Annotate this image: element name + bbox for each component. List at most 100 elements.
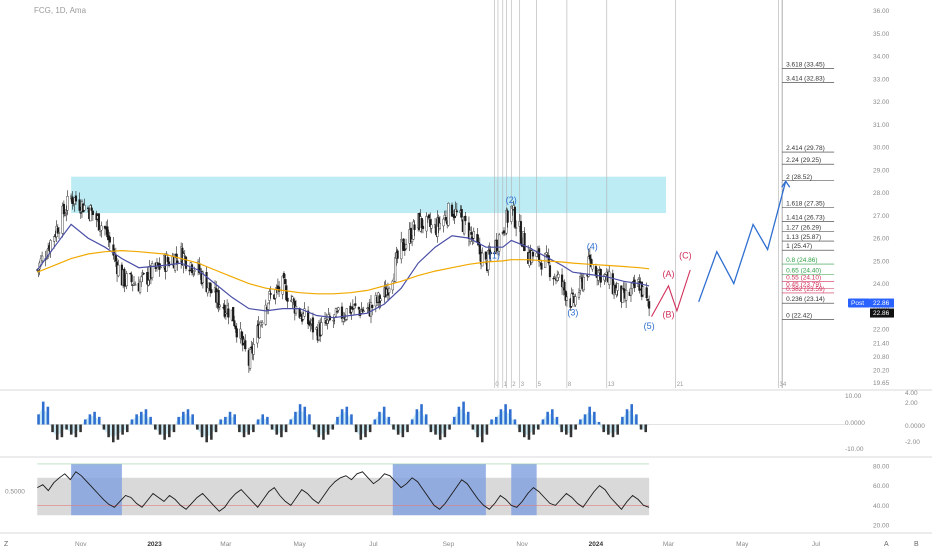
oscillator-bar xyxy=(102,424,106,430)
candle-body xyxy=(514,227,518,229)
candle-body xyxy=(125,273,128,287)
candle-body xyxy=(646,299,650,301)
price-axis: 36.00 35.00 34.00 33.00 32.00 31.00 30.00 29.00… xyxy=(873,8,890,387)
candle-body xyxy=(450,204,454,217)
oscillator-bar xyxy=(527,424,531,440)
oscillator-bar xyxy=(597,421,601,425)
candle-body xyxy=(556,275,559,281)
candle-body xyxy=(396,250,399,259)
axis-auto-button[interactable]: A xyxy=(884,541,889,548)
candle-body xyxy=(264,304,267,325)
candle-body xyxy=(394,257,397,282)
fib-level-label: 0.65 (24.40) xyxy=(786,268,821,275)
time-tick-label: Nov xyxy=(516,541,528,548)
oscillator-bar xyxy=(219,419,222,425)
oscillator-bar xyxy=(345,406,349,425)
oscillator-bar xyxy=(635,414,638,425)
oscillator-bar xyxy=(163,424,166,440)
candle-body xyxy=(206,287,209,294)
oscillator-bar xyxy=(443,424,447,438)
candle-body xyxy=(91,210,94,216)
candle-body xyxy=(498,234,501,252)
candle-body xyxy=(487,250,490,271)
axis-log-button[interactable]: B xyxy=(914,541,919,548)
candle-body xyxy=(79,212,82,214)
candle-body xyxy=(574,296,577,306)
candle-body xyxy=(66,195,69,211)
candle-body xyxy=(134,284,137,286)
time-marker-label: 8 xyxy=(568,382,572,388)
oscillator-bar xyxy=(46,406,50,425)
oscillator-bar xyxy=(621,416,624,425)
projection-arrow-head xyxy=(781,180,791,188)
oscillator-bar xyxy=(294,411,297,425)
candle-body xyxy=(49,240,52,252)
oscillator-bar xyxy=(322,424,325,440)
candle-body xyxy=(444,216,448,221)
candle-body xyxy=(233,320,236,327)
candle-body xyxy=(345,308,348,320)
time-tick-label: 2024 xyxy=(589,541,604,548)
rsi-highlight xyxy=(392,463,486,516)
oscillator-bar xyxy=(424,414,428,425)
oscillator-bar xyxy=(228,411,232,425)
candle-body xyxy=(580,277,583,279)
candle-body xyxy=(65,212,68,214)
oscillator-bar xyxy=(616,424,619,435)
last-price-label: 22.86 xyxy=(873,310,890,317)
oscillator-bar xyxy=(121,424,124,435)
oscillator-bar xyxy=(504,404,507,425)
price-tick-label: 22.00 xyxy=(873,327,890,334)
candle-body xyxy=(582,276,585,291)
time-tick-label: May xyxy=(736,541,749,548)
fib-level-label: 2.414 (29.78) xyxy=(786,145,825,152)
candle-body xyxy=(553,276,556,278)
candle-body xyxy=(183,255,186,257)
oscillator-bar xyxy=(350,414,353,425)
oscillator-bar xyxy=(247,424,251,435)
price-tick-label: 35.00 xyxy=(873,31,890,38)
candle-body xyxy=(615,287,618,295)
oscillator-bar xyxy=(331,424,335,430)
candle-body xyxy=(74,195,78,202)
fib-level-label: 0.236 (23.14) xyxy=(786,296,825,303)
candle-body xyxy=(641,286,645,296)
wave-label: (3) xyxy=(567,307,578,317)
candle-body xyxy=(308,321,311,326)
oscillator-bar xyxy=(639,424,643,430)
oscillator-bar xyxy=(186,409,190,425)
oscillator-bar xyxy=(546,411,549,425)
candle-body xyxy=(413,224,416,230)
candle-body xyxy=(309,324,312,326)
oscillator-bar xyxy=(551,409,554,425)
oscillator-bar xyxy=(224,416,227,425)
last-price-badge xyxy=(870,308,894,318)
oscillator-bar xyxy=(508,409,512,425)
oscillator-bar xyxy=(555,416,559,425)
candle-body xyxy=(235,328,238,338)
candle-body xyxy=(334,308,338,317)
candle-body xyxy=(403,249,406,251)
candle-body xyxy=(476,233,479,243)
oscillator-bar xyxy=(387,416,391,425)
candle-body xyxy=(62,203,65,215)
oscillator-bar xyxy=(401,424,405,438)
time-tick-label: Jul xyxy=(812,541,821,548)
price-tick-label: 30.00 xyxy=(873,145,890,152)
candle-body xyxy=(455,210,458,213)
rsi-panel: 80.00 60.00 40.00 20.00 0.5000 xyxy=(5,463,890,529)
candle-body xyxy=(192,273,195,275)
oscillator-bar xyxy=(607,424,610,435)
candle-body xyxy=(429,219,432,227)
candle-body xyxy=(240,331,243,338)
rsi-tick-label: 20.00 xyxy=(873,523,890,530)
candle-body xyxy=(175,253,178,259)
candle-body xyxy=(307,310,310,325)
candle-body xyxy=(342,317,345,322)
candle-body xyxy=(234,325,237,330)
price-tick-label: 25.00 xyxy=(873,258,890,265)
candle-body xyxy=(531,251,535,257)
candle-body xyxy=(167,261,171,266)
candle-body xyxy=(563,282,566,291)
oscillator-bar xyxy=(65,424,68,430)
